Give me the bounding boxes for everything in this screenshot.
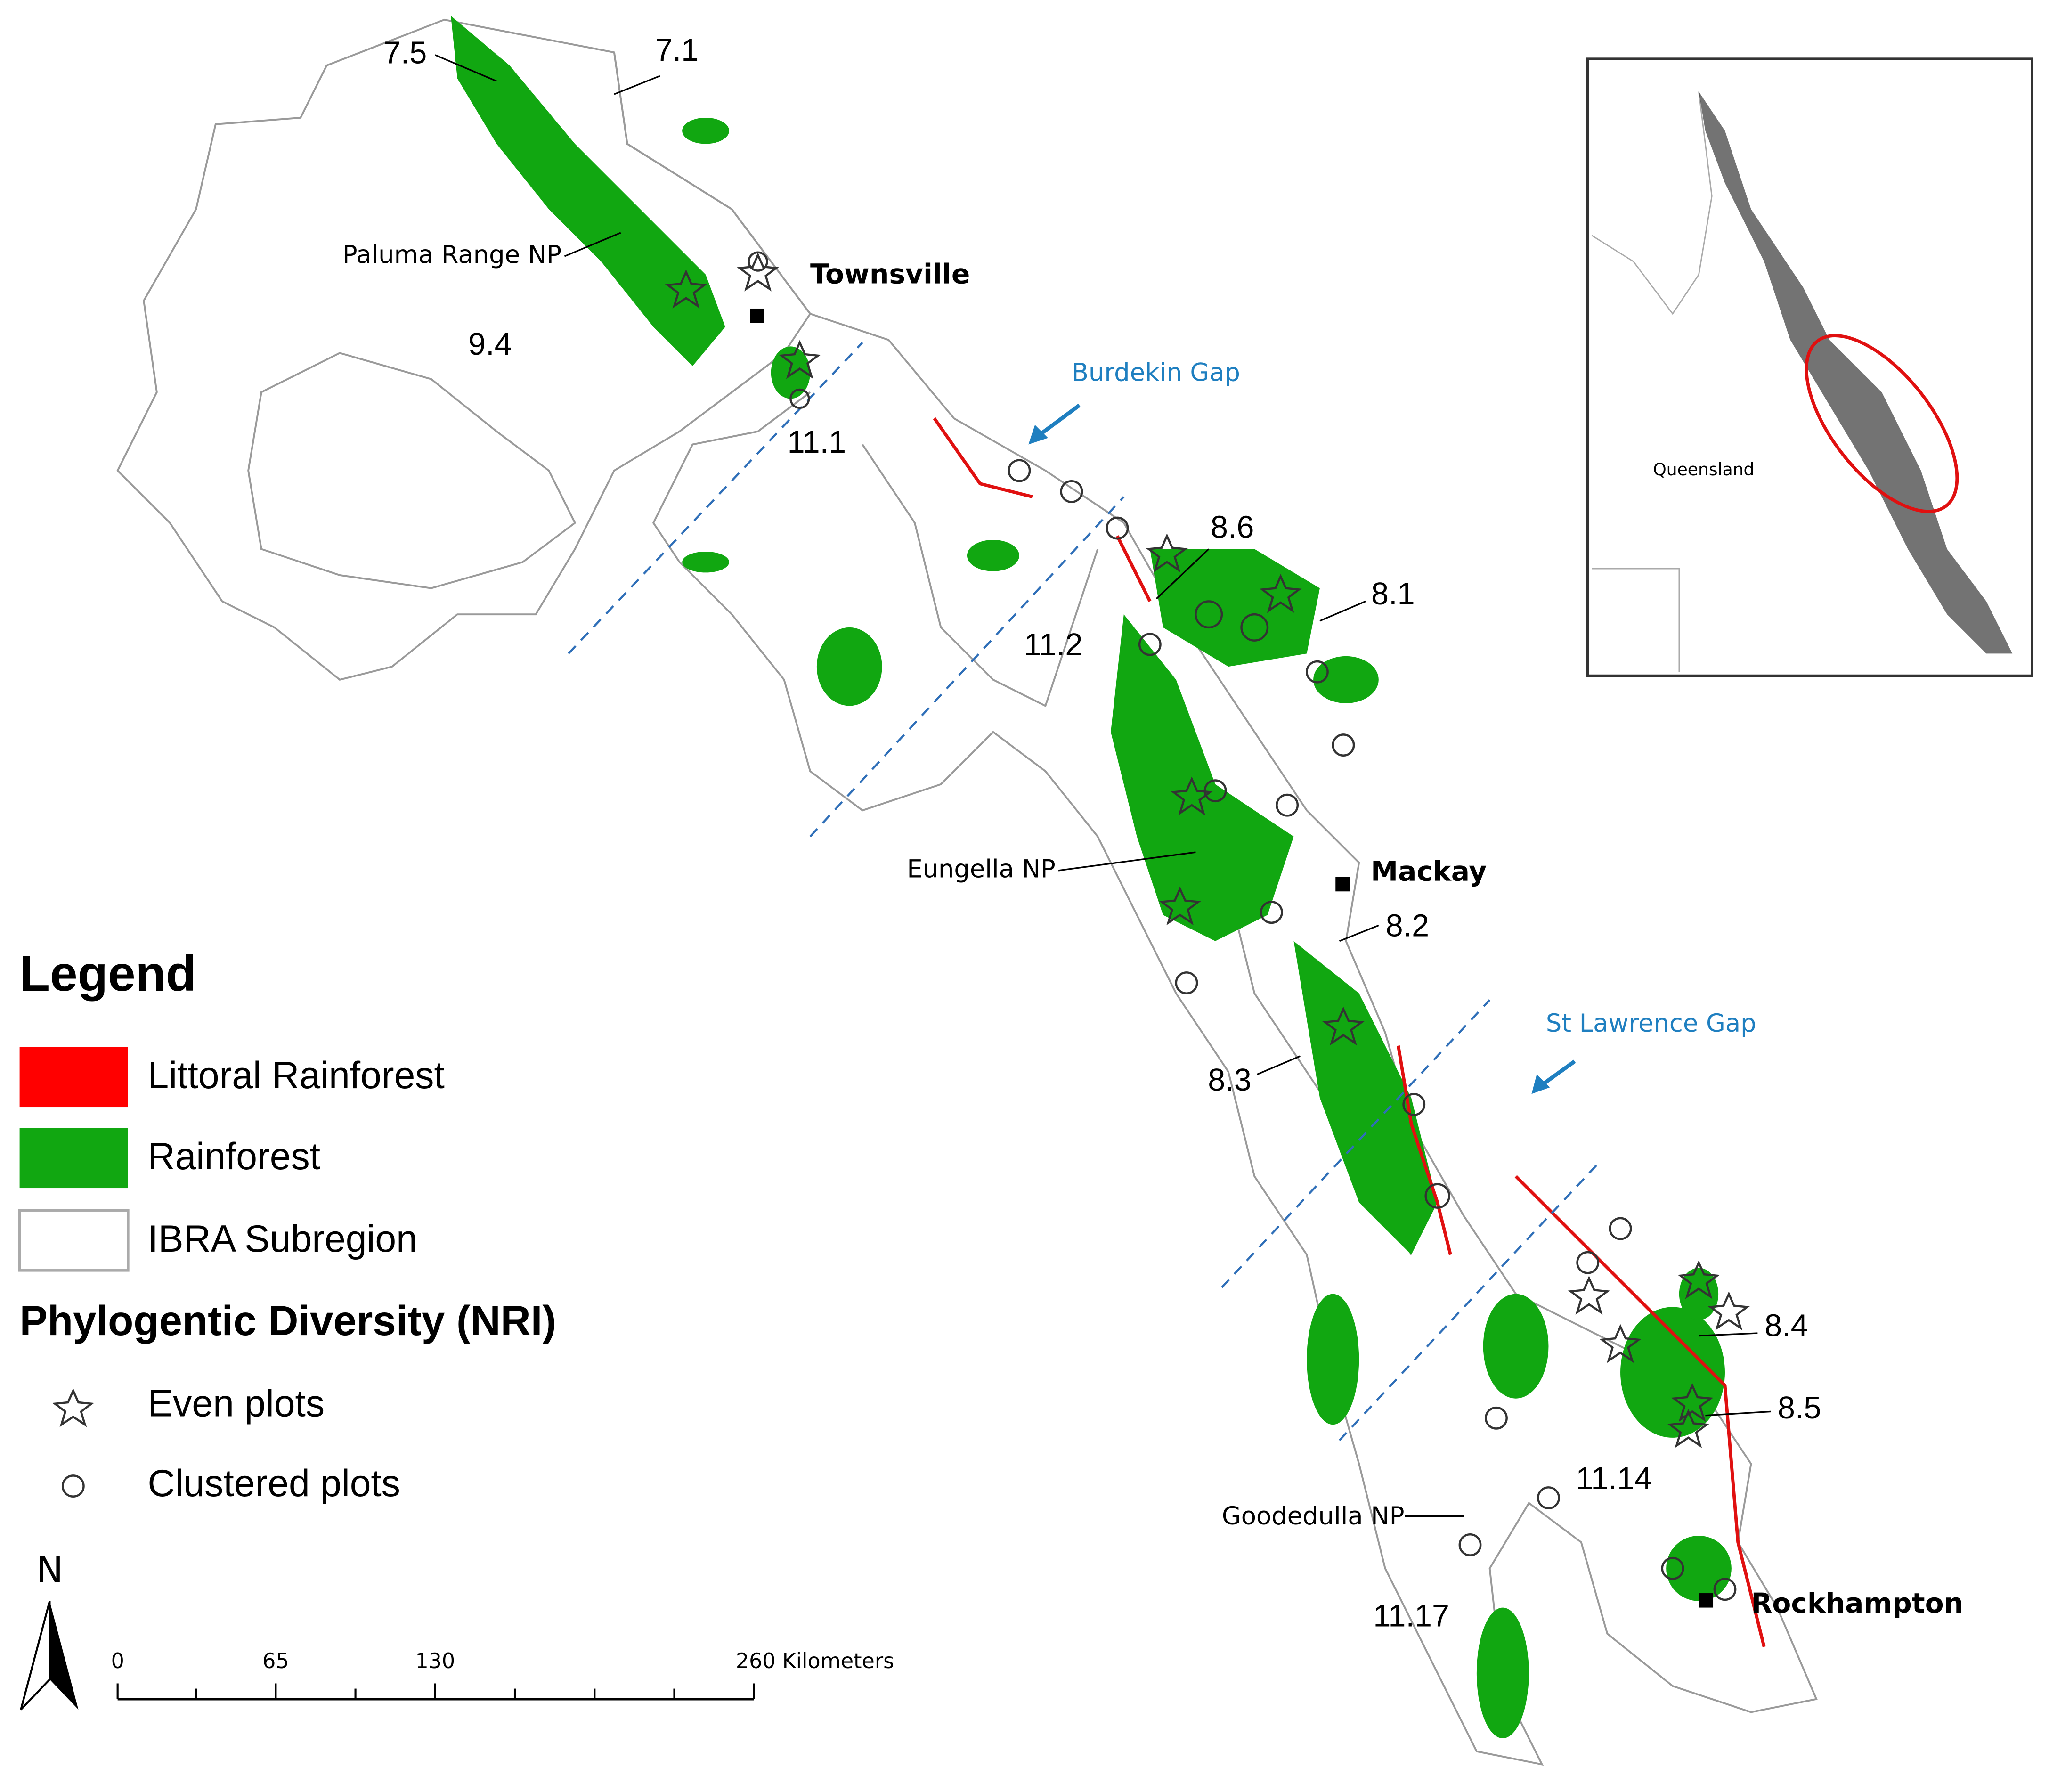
gap-lines xyxy=(568,342,1602,1441)
labels: 7.5 7.1 9.4 11.1 8.6 8.1 11.2 8.2 8.3 8.… xyxy=(342,33,1963,1634)
park-label: Goodedulla NP xyxy=(1222,1502,1405,1531)
rainforest xyxy=(451,16,1732,1738)
region-label: 8.1 xyxy=(1371,577,1415,611)
inset-map: Queensland xyxy=(1586,57,2033,677)
north-label: N xyxy=(36,1549,63,1591)
region-label: 8.5 xyxy=(1778,1391,1821,1425)
region-label: 7.5 xyxy=(383,35,427,70)
legend-title: Legend xyxy=(20,946,196,1002)
inset-label: Queensland xyxy=(1653,460,1754,480)
gap-label: St Lawrence Gap xyxy=(1546,1009,1756,1038)
legend-item: Rainforest xyxy=(147,1135,320,1178)
scale-label: 260 Kilometers xyxy=(736,1649,894,1673)
park-label: Eungella NP xyxy=(907,855,1056,884)
scale-label: 65 xyxy=(262,1649,289,1673)
region-label: 11.14 xyxy=(1576,1461,1652,1496)
city-label: Townsville xyxy=(810,258,970,290)
gap-label: Burdekin Gap xyxy=(1072,358,1240,387)
legend-swatch xyxy=(19,1128,128,1189)
region-label: 9.4 xyxy=(468,327,512,362)
legend: Legend Littoral Rainforest Rainforest IB… xyxy=(18,946,556,1505)
legend-star xyxy=(52,1388,95,1427)
littoral-rainforest xyxy=(933,417,1766,1647)
north-arrow: N xyxy=(20,1549,79,1711)
scale-label: 130 xyxy=(415,1649,455,1673)
city-label: Mackay xyxy=(1371,855,1487,888)
legend-swatch xyxy=(19,1047,128,1108)
region-label: 11.1 xyxy=(788,425,846,460)
region-label: 8.4 xyxy=(1764,1308,1808,1343)
legend-marker-label: Even plots xyxy=(147,1383,325,1425)
legend-circle xyxy=(61,1474,85,1498)
region-label: 11.17 xyxy=(1373,1598,1449,1633)
scale-bar: 0 65 130 260 Kilometers xyxy=(111,1649,894,1701)
region-label: 8.3 xyxy=(1208,1063,1252,1098)
city-marker xyxy=(750,308,764,323)
legend-item: IBRA Subregion xyxy=(147,1218,417,1260)
region-label: 7.1 xyxy=(655,33,699,68)
scale-label: 0 xyxy=(111,1649,124,1673)
region-label: 11.2 xyxy=(1024,627,1083,662)
city-marker xyxy=(1699,1593,1714,1608)
legend-subtitle: Phylogentic Diversity (NRI) xyxy=(20,1297,556,1344)
legend-marker-label: Clustered plots xyxy=(147,1462,400,1505)
legend-swatch xyxy=(18,1209,130,1272)
region-label: 8.2 xyxy=(1386,909,1430,944)
plots xyxy=(665,251,1750,1601)
park-label: Paluma Range NP xyxy=(342,241,561,269)
region-label: 8.6 xyxy=(1211,510,1254,545)
legend-item: Littoral Rainforest xyxy=(147,1054,444,1097)
leader-lines xyxy=(435,54,1771,1517)
city-label: Rockhampton xyxy=(1751,1587,1963,1619)
city-marker xyxy=(1335,877,1350,892)
